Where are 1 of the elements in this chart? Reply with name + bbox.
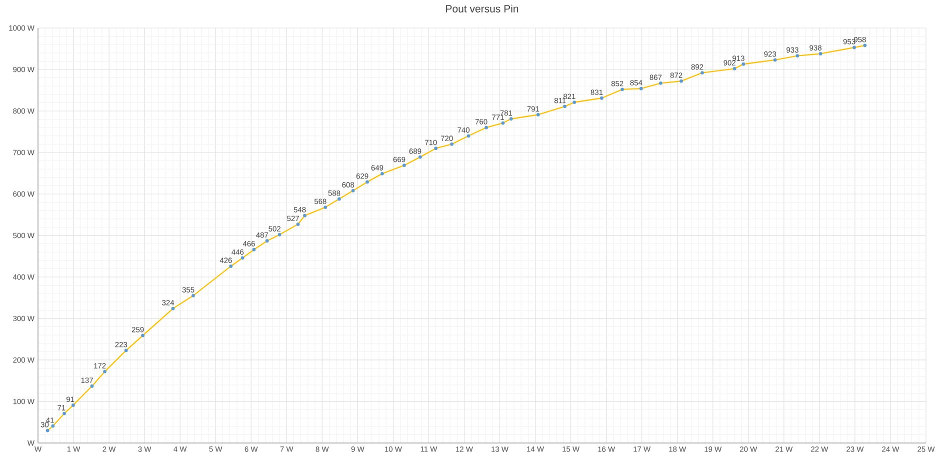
- chart-title: Pout versus Pin: [446, 4, 518, 12]
